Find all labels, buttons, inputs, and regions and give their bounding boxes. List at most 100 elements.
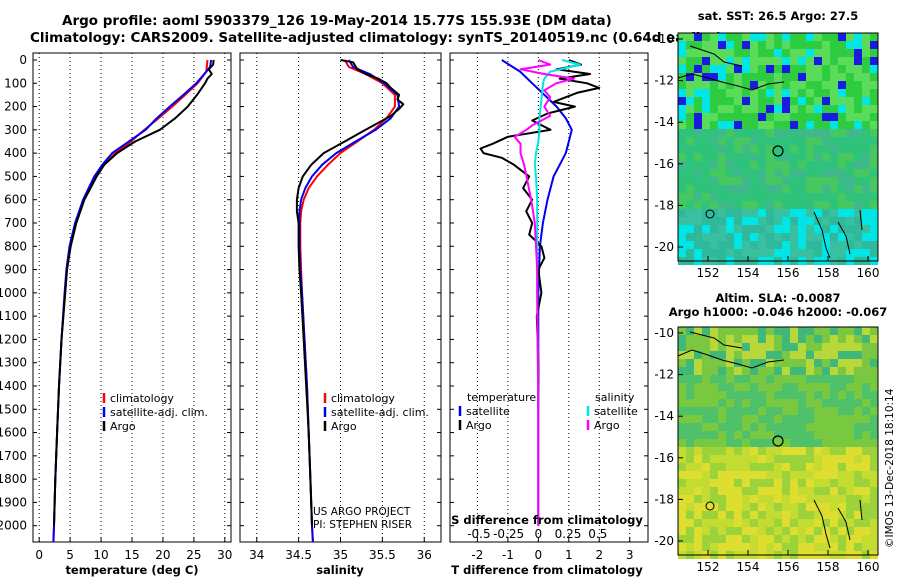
map-cell (774, 105, 782, 113)
map-cell (846, 527, 854, 535)
map-cell (718, 81, 726, 89)
map-cell (686, 185, 694, 193)
depth-tick-label: 1200 (0, 332, 27, 346)
series-line-s-satellite (533, 59, 581, 526)
map-cell (774, 137, 782, 145)
map-cell (806, 383, 814, 391)
map-cell (814, 209, 822, 217)
map-cell (702, 327, 710, 335)
map-cell (726, 543, 734, 551)
map-cell (718, 249, 726, 257)
map-cell (678, 375, 686, 383)
map-cell (862, 511, 870, 519)
map-cell (806, 201, 814, 209)
map-cell (870, 177, 878, 185)
map-cell (790, 225, 798, 233)
map-cell (822, 225, 830, 233)
map-cell (806, 391, 814, 399)
map-cell (798, 455, 806, 463)
map-cell (686, 193, 694, 201)
map-cell (774, 233, 782, 241)
map-cell (718, 335, 726, 343)
map-cell (862, 335, 870, 343)
map-cell (694, 463, 702, 471)
map-cell (814, 375, 822, 383)
map-cell (766, 359, 774, 367)
map-cell (822, 105, 830, 113)
map-cell (734, 41, 742, 49)
map-cell (790, 217, 798, 225)
map-cell (734, 335, 742, 343)
difference-legend: temperature salinity satelliteArgosatell… (458, 391, 638, 432)
map-cell (862, 217, 870, 225)
map-cell (718, 233, 726, 241)
map-cell (822, 399, 830, 407)
map-cell (798, 73, 806, 81)
map-cell (790, 399, 798, 407)
map-cell (686, 327, 694, 335)
series-line-climatology (52, 59, 209, 543)
difference-axes-frame (449, 52, 649, 543)
map-cell (870, 527, 878, 535)
map-cell (678, 463, 686, 471)
sla-map-lon-ticks: 152 154 156 158 160 (697, 550, 879, 574)
map-cell (718, 519, 726, 527)
map-cell (718, 359, 726, 367)
map-cell (718, 447, 726, 455)
map-cell (750, 217, 758, 225)
map-cell (846, 439, 854, 447)
map-cell (694, 431, 702, 439)
map-cell (838, 249, 846, 257)
map-cell (814, 105, 822, 113)
map-cell (854, 439, 862, 447)
map-cell (694, 391, 702, 399)
map-cell (750, 367, 758, 375)
map-cell (758, 49, 766, 57)
map-cell (782, 193, 790, 201)
map-cell (734, 105, 742, 113)
map-cell (782, 185, 790, 193)
map-cell (758, 121, 766, 129)
map-cell (718, 431, 726, 439)
map-cell (838, 89, 846, 97)
map-cell (790, 407, 798, 415)
map-cell (798, 503, 806, 511)
map-cell (750, 97, 758, 105)
map-cell (734, 447, 742, 455)
map-cell (686, 375, 694, 383)
map-cell (734, 129, 742, 137)
map-cell (758, 161, 766, 169)
map-cell (710, 471, 718, 479)
map-cell (718, 193, 726, 201)
map-cell (806, 33, 814, 41)
sst-argo-location-marker (772, 145, 784, 157)
map-cell (758, 407, 766, 415)
map-cell (774, 113, 782, 121)
map-cell (782, 225, 790, 233)
map-cell (702, 471, 710, 479)
map-cell (750, 177, 758, 185)
lat-tick-label: -18 (654, 492, 674, 506)
map-cell (758, 383, 766, 391)
map-cell (846, 129, 854, 137)
map-cell (830, 343, 838, 351)
map-cell (830, 415, 838, 423)
map-cell (806, 105, 814, 113)
sla-map-coastline (677, 331, 863, 549)
map-cell (822, 241, 830, 249)
map-cell (678, 153, 686, 161)
map-cell (862, 105, 870, 113)
map-cell (862, 153, 870, 161)
map-cell (678, 57, 686, 65)
map-cell (822, 113, 830, 121)
lon-tick-label: 158 (817, 560, 840, 574)
map-cell (726, 129, 734, 137)
map-cell (790, 439, 798, 447)
map-cell (774, 121, 782, 129)
map-cell (694, 33, 702, 41)
map-cell (854, 535, 862, 543)
map-cell (726, 519, 734, 527)
map-cell (742, 201, 750, 209)
map-cell (782, 359, 790, 367)
